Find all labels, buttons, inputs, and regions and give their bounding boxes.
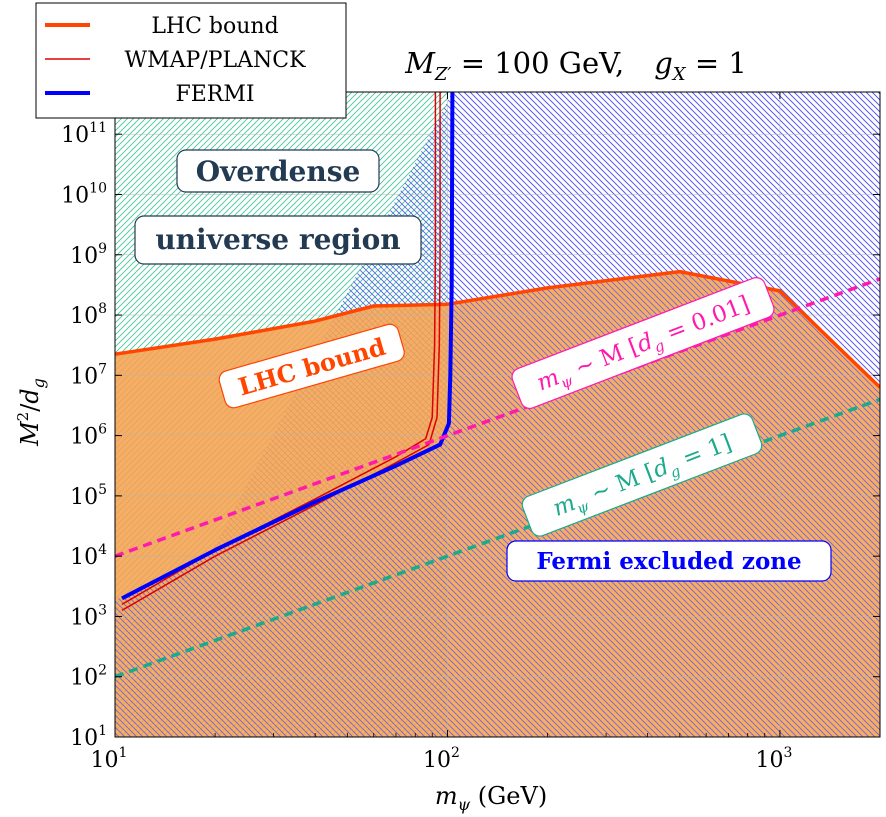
- svg-text:universe region: universe region: [155, 223, 400, 256]
- y-tick-label: 1011: [61, 120, 107, 148]
- y-tick-label: 103: [70, 602, 107, 630]
- y-tick-label: 104: [70, 542, 107, 570]
- x-tick-label: 102: [423, 745, 460, 773]
- dg-001-line: [115, 277, 880, 558]
- fermi-line: [121, 92, 455, 601]
- y-tick-label: 107: [70, 361, 107, 389]
- y-tick-label: 108: [70, 301, 107, 329]
- wmap-planck-line-lower: [121, 92, 441, 612]
- legend: LHC bound WMAP/PLANCK FERMI: [35, 2, 347, 119]
- svg-text:Fermi excluded zone: Fermi excluded zone: [536, 548, 801, 575]
- y-tick-label: 106: [70, 422, 107, 450]
- y-axis-label: M2/dg: [14, 378, 48, 447]
- x-axis-label: mψ (GeV): [435, 782, 547, 814]
- chart-title: MZ′ = 100 GeV, gX = 1: [404, 46, 747, 85]
- annotation-fermi-excluded: Fermi excluded zone: [506, 540, 832, 582]
- x-tick-label: 101: [91, 745, 128, 773]
- legend-label: WMAP/PLANCK: [124, 48, 306, 73]
- y-tick-label: 105: [70, 482, 107, 510]
- annotation-overdense: Overdense: [176, 149, 380, 193]
- y-tick-label: 1010: [61, 180, 107, 208]
- legend-label: FERMI: [175, 82, 254, 107]
- axis-ticks: 101 102 103 101 102 103 104 105 106 107 108 109 1010…: [61, 92, 881, 773]
- x-tick-label: 103: [755, 745, 792, 773]
- legend-label: LHC bound: [151, 14, 278, 39]
- y-tick-label: 101: [70, 723, 107, 751]
- y-tick-label: 102: [70, 663, 107, 691]
- svg-text:Overdense: Overdense: [196, 155, 361, 188]
- y-tick-label: 109: [70, 241, 107, 269]
- plot-frame: [114, 91, 881, 738]
- annotation-universe-region: universe region: [134, 215, 422, 265]
